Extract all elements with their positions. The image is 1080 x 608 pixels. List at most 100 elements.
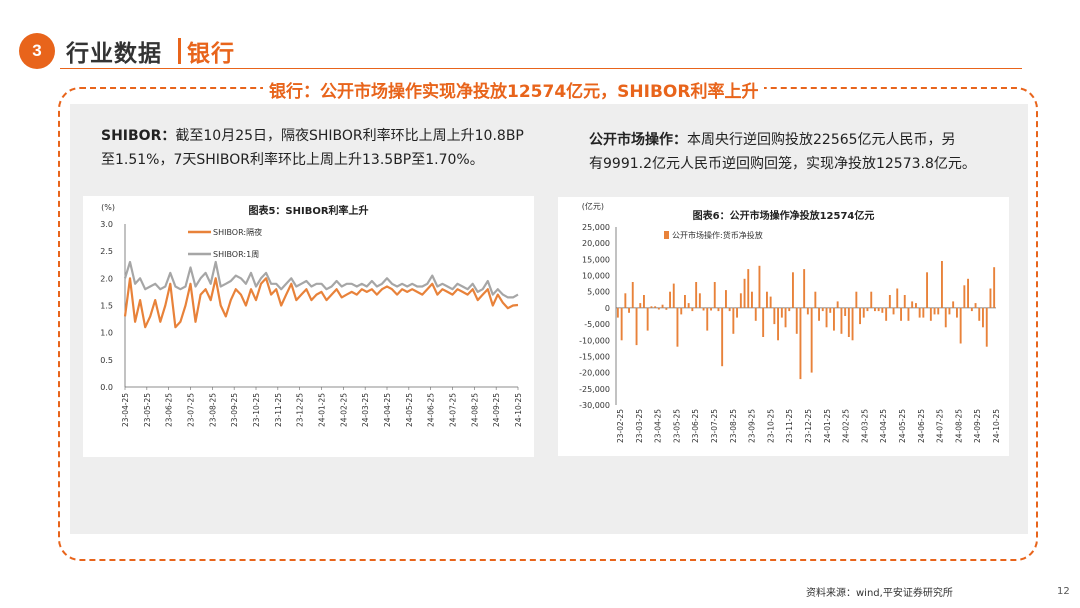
chart5-xtick-label: 24-08-25 <box>470 393 479 427</box>
chart5-xtick-label: 24-05-25 <box>405 393 414 427</box>
chart5-ytick-label: 3.0 <box>100 220 113 229</box>
chart6-bar <box>888 295 891 308</box>
chart6-ytick-label: 20,000 <box>582 239 610 248</box>
chart6-xtick-label: 23-10-25 <box>766 409 775 443</box>
chart6-bar <box>754 307 757 321</box>
section-title: 行业数据 <box>66 41 162 67</box>
source-note: 资料来源：wind,平安证券研究所 <box>806 588 953 599</box>
chart6-bar <box>840 307 843 334</box>
chart6-bar <box>993 267 996 308</box>
chart6-bar <box>784 307 787 328</box>
chart6-ytick-label: -30,000 <box>579 401 610 410</box>
chart6-bar <box>907 307 910 321</box>
shibor-line1: 截至10月25日，隔夜SHIBOR利率环比上周上升10.8BP <box>175 128 524 144</box>
chart6-xtick-label: 24-03-25 <box>860 409 869 443</box>
chart6-bar <box>728 307 731 312</box>
chart5-xtick-label: 23-09-25 <box>230 393 239 427</box>
chart6-bar <box>702 307 705 311</box>
header-rule <box>60 68 1022 69</box>
chart6-bar <box>956 307 958 318</box>
chart6-bar <box>766 291 768 308</box>
chart6-xtick-label: 23-05-25 <box>672 409 681 443</box>
chart6-xtick-label: 24-10-25 <box>992 409 1001 443</box>
chart6-bar <box>751 291 753 308</box>
chart5-card: 图表5：SHIBOR利率上升 (%) 0.0 0.5 1.0 1.5 2.0 2.5 3.0 2… <box>83 196 534 457</box>
chart6-bar <box>616 307 619 318</box>
chart6-ytick-label: 10,000 <box>582 272 610 281</box>
chart6-bar <box>672 283 675 308</box>
chart5-xtick-label: 24-10-25 <box>514 393 523 427</box>
chart6-bar <box>769 296 772 308</box>
chart6-bar <box>635 307 638 346</box>
chart6-bar <box>833 307 835 331</box>
banner-headline: 银行：公开市场操作实现净投放12574亿元，SHIBOR利率上升 <box>263 77 765 102</box>
chart6-bar <box>967 278 969 308</box>
omo-line2: 有9991.2亿元人民币逆回购回笼，实现净投放12573.8亿元。 <box>589 156 976 172</box>
chart6-bar <box>687 303 690 308</box>
chart6-bar <box>862 307 865 318</box>
chart6-bar <box>799 307 802 380</box>
chart5-ylabel: (%) <box>101 203 115 212</box>
chart6-bar <box>974 303 977 308</box>
chart5-xtick-label: 23-05-25 <box>143 393 152 427</box>
chart6-bar <box>818 307 820 321</box>
chart6-bar <box>631 282 634 308</box>
chart6-bar <box>814 291 817 308</box>
section-subtitle: 银行 <box>187 41 235 67</box>
chart5-xtick-label: 24-04-25 <box>383 393 392 427</box>
shibor-line2: 至1.51%，7天SHIBOR利率环比上周上升13.5BP至1.70%。 <box>101 152 484 168</box>
chart6-bar <box>706 307 709 331</box>
chart6-bar <box>620 307 623 341</box>
chart6-bar <box>982 307 984 328</box>
chart6-ytick-label: 15,000 <box>582 255 610 264</box>
chart6-bar <box>747 269 750 308</box>
chart5-xtick-label: 24-02-25 <box>339 393 348 427</box>
chart6-bar <box>892 307 895 315</box>
chart6-xtick-label: 24-02-25 <box>842 409 851 443</box>
chart6-bar <box>795 307 798 334</box>
chart6-bar <box>874 307 876 312</box>
chart6-ytick-label: 25,000 <box>582 223 610 232</box>
chart5-legend-label: SHIBOR:隔夜 <box>213 227 262 237</box>
chart6-bar <box>695 282 698 308</box>
chart5-ytick-label: 2.5 <box>100 247 113 256</box>
chart6-bar <box>926 272 928 308</box>
chart6-bar <box>963 285 966 308</box>
chart6-bar <box>948 307 951 315</box>
chart6-bar <box>736 307 738 318</box>
chart6-ytick-label: -10,000 <box>579 336 610 345</box>
chart6-bar <box>654 306 657 308</box>
chart6-xtick-label: 23-09-25 <box>748 409 757 443</box>
chart5-xtick-label: 24-03-25 <box>361 393 370 427</box>
chart6-bar <box>628 307 630 313</box>
chart6-xtick-label: 24-06-25 <box>917 409 926 443</box>
chart6-legend-swatch <box>664 231 669 239</box>
chart5-series-1w <box>123 260 519 299</box>
chart6-bar <box>866 307 869 312</box>
chart6-bar <box>713 282 716 308</box>
chart5-xtick-label: 23-06-25 <box>165 393 174 427</box>
chart6-xtick-label: 23-04-25 <box>654 409 663 443</box>
chart5-ytick-label: 1.0 <box>100 329 113 338</box>
chart6-bar <box>941 261 943 308</box>
chart6-xtick-label: 23-06-25 <box>691 409 700 443</box>
chart6-bar <box>922 307 925 318</box>
chart6-bar <box>959 307 962 344</box>
chart5-ytick-label: 0.5 <box>100 356 113 365</box>
chart6-xtick-label: 23-03-25 <box>635 409 644 443</box>
chart6-bar <box>915 303 917 308</box>
chart6-bar <box>676 307 679 347</box>
chart6-bar <box>821 307 824 312</box>
chart6-bar <box>624 293 627 308</box>
chart5-xtick-label: 23-10-25 <box>252 393 261 427</box>
chart6-bar <box>661 304 664 308</box>
chart6-xtick-label: 23-02-25 <box>616 409 625 443</box>
chart6-bar <box>721 307 724 367</box>
omo-label: 公开市场操作： <box>589 132 687 148</box>
chart5-ytick-label: 2.0 <box>100 274 113 283</box>
title-divider <box>178 38 181 64</box>
chart6-bar <box>657 307 660 310</box>
chart6-card: 图表6：公开市场操作净投放12574亿元 (亿元) 25,000 20,000 15,… <box>558 197 1009 456</box>
chart6-bar <box>806 307 809 315</box>
chart6-bar <box>758 265 761 308</box>
